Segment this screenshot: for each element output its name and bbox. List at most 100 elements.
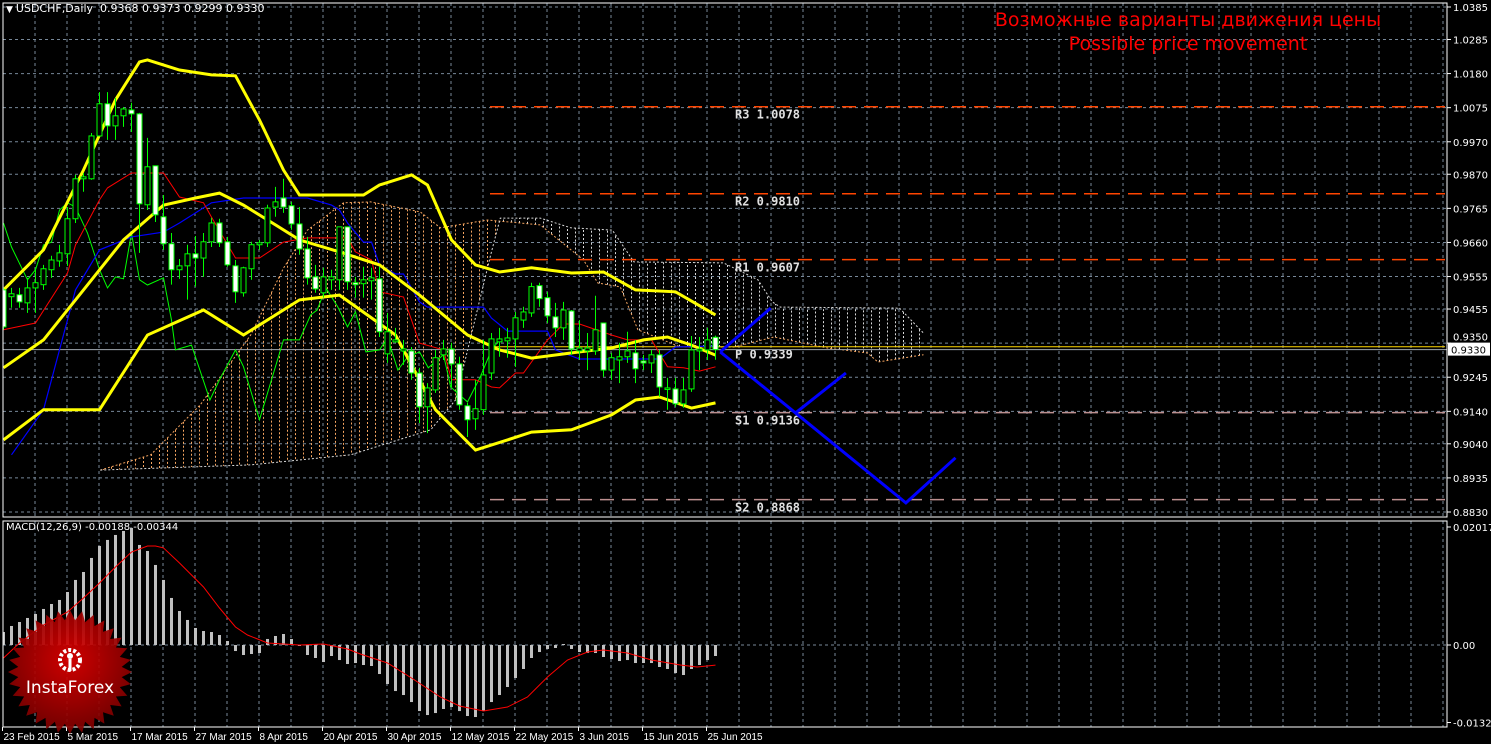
candle xyxy=(152,165,159,222)
candle-body-bearish xyxy=(152,165,159,216)
macd-histogram-bar xyxy=(346,645,349,665)
macd-histogram-bar xyxy=(186,619,189,645)
candle-body-bearish xyxy=(312,276,319,290)
price-panel-frame xyxy=(2,2,1448,518)
macd-histogram-bar xyxy=(418,645,421,712)
candle-body-bullish xyxy=(480,374,487,411)
candle-body-bullish xyxy=(144,166,151,206)
forecast-path xyxy=(719,306,772,354)
macd-histogram-bar xyxy=(474,645,477,718)
candle-body-bullish xyxy=(400,348,407,352)
candle-body-bearish xyxy=(304,248,311,279)
macd-y-tick-label: -0.01325 xyxy=(1453,719,1491,730)
y-tick-label: 0.9660 xyxy=(1453,238,1488,249)
y-tick-label: 0.9870 xyxy=(1453,170,1488,181)
pivot-label: R1 0.9607 xyxy=(735,261,800,275)
candle-body-bearish xyxy=(16,294,23,303)
candle-body-bullish xyxy=(80,176,87,180)
senkou-span-a xyxy=(100,201,924,471)
macd-histogram-bar xyxy=(146,550,149,645)
macd-histogram-bar xyxy=(354,645,357,664)
macd-histogram-bar xyxy=(82,571,85,645)
x-tick-label: 27 Mar 2015 xyxy=(196,732,253,743)
candle xyxy=(464,402,471,437)
candle xyxy=(592,295,599,355)
candle-body-bearish xyxy=(712,336,719,351)
y-tick-label: 0.9765 xyxy=(1453,204,1488,215)
candle-body-bearish xyxy=(632,352,639,370)
macd-histogram-bar xyxy=(274,635,277,645)
macd-histogram-bar xyxy=(242,645,245,656)
candle-body-bearish xyxy=(168,243,175,271)
macd-histogram-bar xyxy=(90,557,93,645)
macd-histogram-bar xyxy=(34,613,37,645)
candle-body-bullish xyxy=(96,103,103,137)
current-price-box xyxy=(1448,342,1490,356)
macd-histogram-bar xyxy=(170,597,173,645)
candle xyxy=(640,354,647,371)
candle xyxy=(616,342,623,384)
candle-body-bullish xyxy=(64,218,71,255)
candle xyxy=(304,236,311,285)
macd-histogram-bar xyxy=(458,645,461,712)
x-tick-label: 3 Jun 2015 xyxy=(580,732,630,743)
candle xyxy=(64,207,71,266)
candle-body-bullish xyxy=(680,389,687,405)
candle xyxy=(568,310,575,355)
triangle-down-icon[interactable]: ▼ xyxy=(6,5,13,15)
macd-histogram-bar xyxy=(178,611,181,645)
macd-histogram-bar xyxy=(154,564,157,645)
candle xyxy=(264,204,271,247)
candle-body-bullish xyxy=(432,357,439,391)
y-tick-label: 0.9350 xyxy=(1453,333,1488,344)
candle xyxy=(24,277,31,313)
candle-body-bearish xyxy=(448,348,455,365)
candle xyxy=(72,174,79,223)
candle-body-bullish xyxy=(8,293,15,298)
candle-body-bullish xyxy=(576,347,583,352)
candle xyxy=(200,233,207,277)
macd-histogram-bar xyxy=(426,645,429,716)
candle-body-bullish xyxy=(320,276,327,294)
macd-histogram-bar xyxy=(210,632,213,645)
macd-histogram-bar xyxy=(642,645,645,664)
candle-body-bearish xyxy=(104,103,111,127)
candle xyxy=(224,236,231,267)
candle-body-bullish xyxy=(560,309,567,329)
candle-body-bullish xyxy=(496,338,503,343)
candle-body-bullish xyxy=(120,108,127,117)
macd-histogram-bar xyxy=(658,645,661,667)
macd-histogram-bar xyxy=(18,622,21,645)
macd-histogram-bar xyxy=(602,645,605,657)
candle xyxy=(88,133,95,180)
candle-body-bullish xyxy=(624,350,631,358)
macd-title: MACD(12,26,9) -0.00188 -0.00344 xyxy=(6,522,179,533)
macd-histogram-bar xyxy=(578,645,581,653)
candle-body-bearish xyxy=(224,241,231,266)
macd-y-tick-label: 0.02017 xyxy=(1453,523,1491,534)
candle xyxy=(296,207,303,255)
macd-histogram-bar xyxy=(234,645,237,652)
macd-histogram-bar xyxy=(514,645,517,678)
macd-histogram-bar xyxy=(194,627,197,645)
candle-body-bearish xyxy=(552,316,559,329)
candle-body-bullish xyxy=(504,337,511,342)
macd-histogram-bar xyxy=(546,645,549,649)
y-tick-label: 0.9245 xyxy=(1453,373,1488,384)
candle xyxy=(544,291,551,323)
candle xyxy=(560,301,567,340)
macd-histogram-bar xyxy=(618,645,621,662)
candle-body-bullish xyxy=(176,265,183,271)
x-tick-label: 20 Apr 2015 xyxy=(324,732,378,743)
candle xyxy=(472,379,479,430)
candle-body-bearish xyxy=(536,285,543,300)
macd-histogram-bar xyxy=(666,645,669,669)
macd-y-tick-label: 0.00 xyxy=(1453,641,1475,652)
candle-body-bearish xyxy=(288,205,295,225)
candle xyxy=(112,97,119,140)
candle xyxy=(424,383,431,434)
candle xyxy=(312,264,319,293)
candle-body-bullish xyxy=(264,207,271,244)
pivot-label: R2 0.9810 xyxy=(735,195,800,209)
